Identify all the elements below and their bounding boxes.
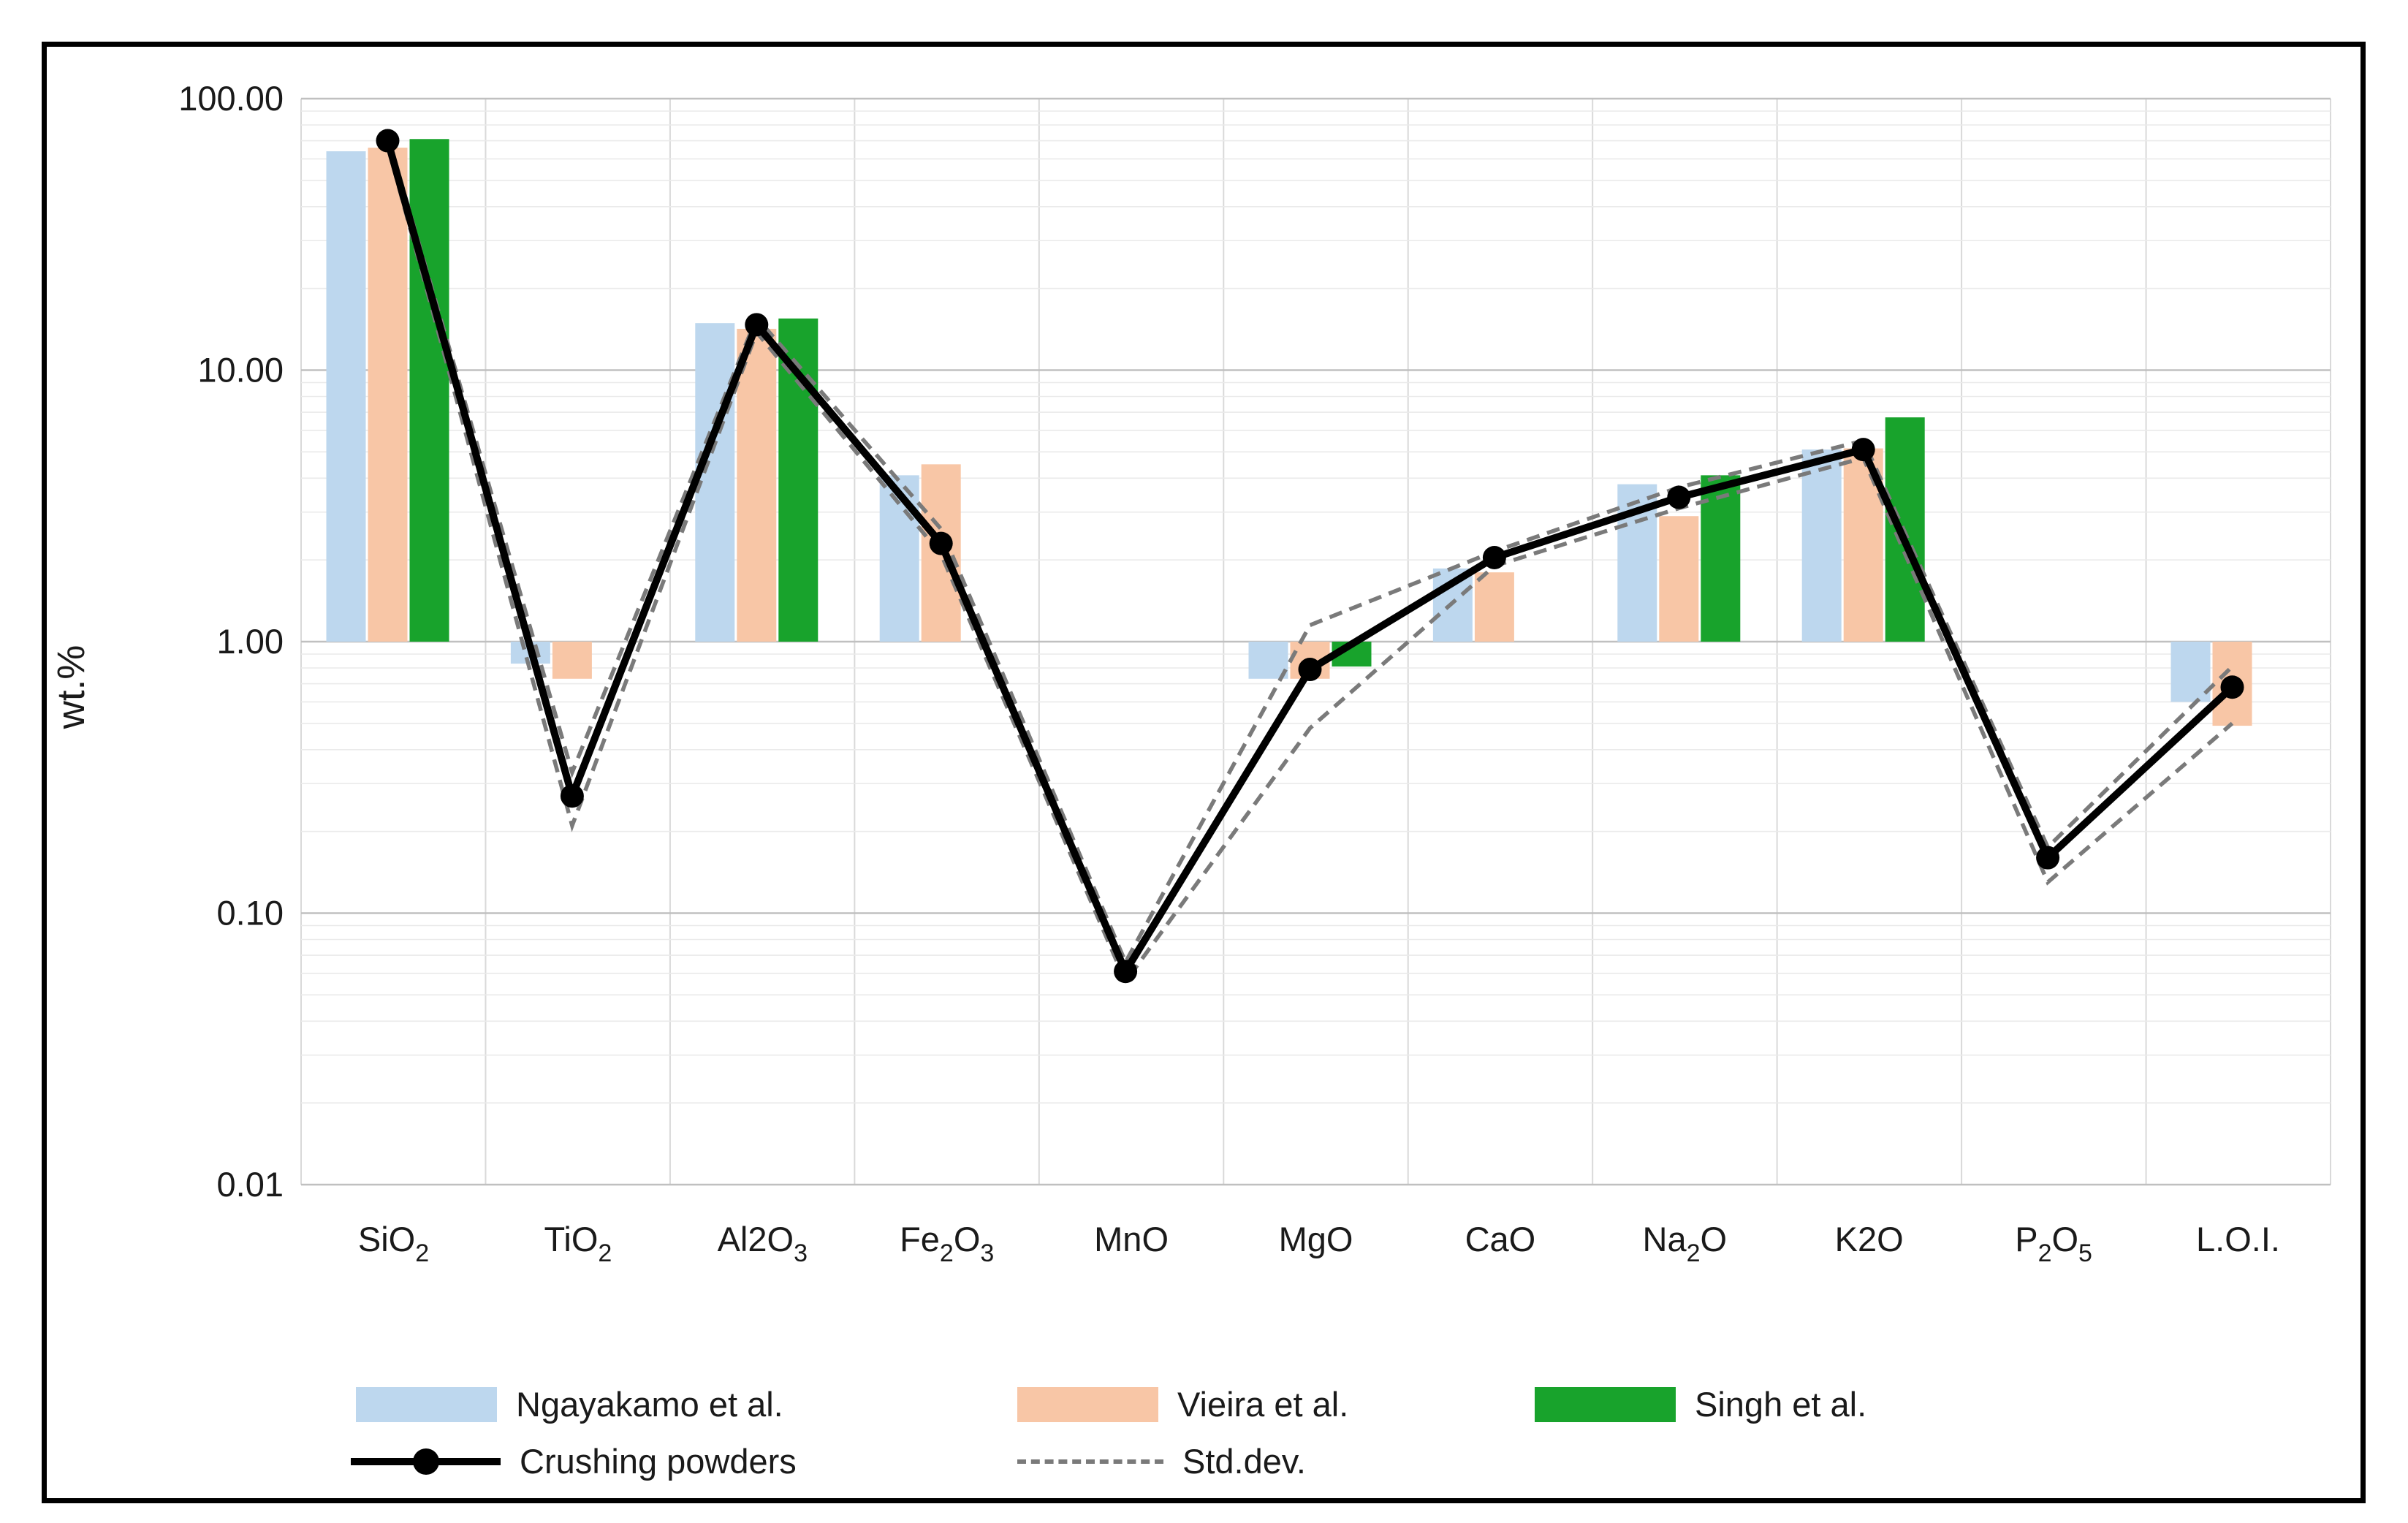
bar-TiO2-series1	[552, 642, 592, 679]
x-axis-category-label-cao: CaO	[1465, 1220, 1536, 1258]
bar-Na2O-series1	[1659, 516, 1699, 642]
data-point-marker-Na2O	[1667, 485, 1691, 509]
bar-MgO-series0	[1248, 642, 1288, 679]
bar-Na2O-series2	[1701, 475, 1741, 642]
bar-SiO2-series1	[368, 148, 408, 642]
x-axis-category-labels: SiO2 TiO2 Al2O3 Fe2O3 MnO MgO CaO Na2O K2O P2O5 L.…	[358, 1220, 2280, 1267]
data-point-marker-MnO	[1114, 960, 1138, 984]
x-axis-category-label-fe2o3: Fe2O3	[900, 1220, 994, 1267]
bar-L.O.I.-series0	[2170, 642, 2211, 702]
y-axis-tick-label: 1.00	[217, 622, 284, 661]
y-axis-title: wt.%	[50, 645, 93, 730]
bar-series-singh-et-al-	[409, 139, 1925, 666]
bar-K2O-series0	[1801, 449, 1842, 642]
x-axis-category-label-na2o: Na2O	[1643, 1220, 1728, 1267]
y-axis-tick-label: 100.00	[178, 79, 284, 118]
bar-Fe2O3-series0	[879, 475, 919, 642]
line-series-crushing-powders	[376, 129, 2244, 984]
data-point-marker-Fe2O3	[929, 531, 953, 555]
stddev-dashed-lines	[385, 135, 2234, 986]
data-point-marker-K2O	[1851, 438, 1875, 462]
data-point-marker-Al2O3	[745, 313, 769, 337]
data-point-marker-MgO	[1298, 658, 1322, 682]
x-axis-category-label-loi: L.O.I.	[2196, 1220, 2280, 1258]
y-axis-tick-labels: 100.00 10.00 1.00 0.10 0.01	[178, 79, 284, 1204]
y-axis-tick-label: 0.01	[217, 1165, 284, 1204]
stddev-lower-line	[385, 145, 2234, 986]
y-axis-tick-label: 10.00	[197, 351, 284, 390]
x-axis-category-label-sio2: SiO2	[358, 1220, 429, 1267]
bar-SiO2-series2	[409, 139, 449, 642]
bar-SiO2-series0	[326, 151, 366, 642]
stddev-upper-line	[385, 135, 2234, 967]
x-axis-category-label-mgo: MgO	[1279, 1220, 1353, 1258]
x-axis-category-label-mno: MnO	[1094, 1220, 1169, 1258]
y-axis-tick-label: 0.10	[217, 894, 284, 933]
x-axis-category-label-al2o3: Al2O3	[718, 1220, 808, 1267]
bar-series-ngayakamo-et-al-	[326, 151, 2211, 702]
x-axis-category-label-tio2: TiO2	[544, 1220, 612, 1267]
bar-CaO-series1	[1474, 572, 1514, 642]
minor-gridlines	[301, 110, 2331, 1104]
bar-Al2O3-series1	[737, 328, 777, 642]
data-point-marker-TiO2	[560, 784, 584, 808]
data-point-marker-L.O.I.	[2220, 675, 2244, 699]
x-axis-category-label-p2o5: P2O5	[2015, 1220, 2092, 1267]
x-axis-category-label-k2o: K2O	[1835, 1220, 1904, 1258]
bar-series-vieira-et-al-	[368, 148, 2252, 726]
data-point-marker-P2O5	[2036, 846, 2060, 870]
data-point-marker-CaO	[1482, 545, 1506, 569]
data-point-marker-SiO2	[376, 129, 400, 153]
